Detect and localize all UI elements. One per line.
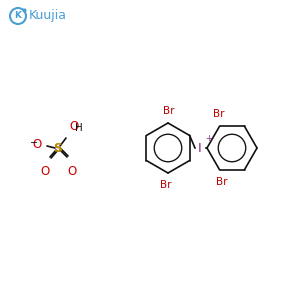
Text: I: I xyxy=(198,142,202,154)
Text: Kuujia: Kuujia xyxy=(29,10,67,22)
Text: O: O xyxy=(68,165,76,178)
Text: O: O xyxy=(40,165,50,178)
Text: −: − xyxy=(30,138,38,148)
Text: S: S xyxy=(53,142,62,154)
Text: +: + xyxy=(206,134,212,143)
Text: H: H xyxy=(75,123,83,133)
Text: O: O xyxy=(69,120,78,133)
Text: Br: Br xyxy=(213,109,224,119)
Text: Br: Br xyxy=(216,177,227,187)
Text: O: O xyxy=(33,139,42,152)
Text: K: K xyxy=(14,11,22,20)
Text: Br: Br xyxy=(160,180,172,190)
Text: Br: Br xyxy=(163,106,175,116)
